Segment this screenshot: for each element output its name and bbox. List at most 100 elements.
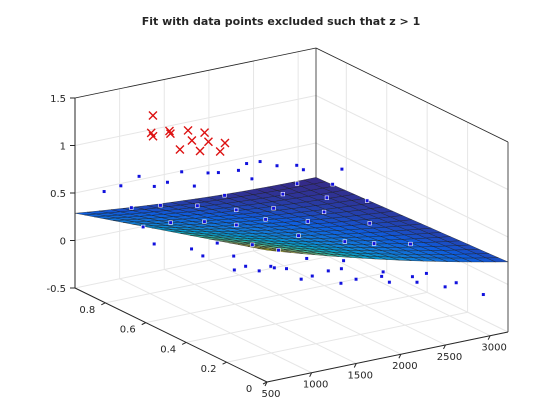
grid-line-z-side <box>315 142 509 238</box>
surface-patch <box>486 257 509 263</box>
data-point-included <box>141 224 146 230</box>
excluded-marker-stroke <box>195 146 205 156</box>
data-point-included <box>305 219 310 224</box>
data-point-excluded <box>146 128 156 138</box>
data-point-included <box>232 267 237 273</box>
data-point-excluded <box>187 135 197 145</box>
data-point-included <box>299 277 304 282</box>
data-point-included <box>454 280 459 285</box>
data-point-included <box>272 265 277 270</box>
x-tick-label: 3000 <box>481 343 506 354</box>
data-point-included <box>321 209 327 215</box>
data-point-included <box>102 189 107 194</box>
data-point-included <box>443 284 448 289</box>
y-tick-mark <box>101 302 106 306</box>
data-point-excluded <box>175 145 185 155</box>
data-point-included <box>257 268 262 273</box>
data-point-included <box>304 256 309 261</box>
data-point-included <box>284 266 289 271</box>
data-point-included <box>216 170 221 175</box>
data-points <box>102 110 486 297</box>
data-point-included <box>205 170 211 176</box>
chart-title: Fit with data points excluded such that … <box>142 15 421 28</box>
data-point-excluded <box>203 137 213 147</box>
y-tick-label: 0.8 <box>79 305 95 316</box>
y-tick-label: 0.2 <box>201 364 217 375</box>
data-point-included <box>424 271 429 276</box>
data-point-included <box>410 274 415 279</box>
data-point-excluded <box>165 129 175 139</box>
grid-line-z-side <box>315 95 509 190</box>
data-point-included <box>268 264 273 269</box>
data-point-included <box>367 221 372 226</box>
x-tick-label: 2000 <box>392 361 417 372</box>
data-point-included <box>342 239 347 244</box>
z-tick-label: -0.5 <box>46 284 66 295</box>
y-tick-mark <box>141 322 146 326</box>
x-tick-mark <box>309 372 313 377</box>
x-tick-mark <box>353 363 357 368</box>
data-point-included <box>249 176 255 181</box>
data-point-included <box>231 253 236 259</box>
y-tick-mark <box>181 341 187 345</box>
grid-line-y-floor <box>105 252 347 304</box>
data-point-included <box>353 277 359 282</box>
data-point-included <box>263 217 268 222</box>
data-point-included <box>215 240 220 246</box>
data-point-included <box>339 266 344 271</box>
excluded-marker-stroke <box>148 110 158 120</box>
data-point-included <box>234 222 239 228</box>
x-tick-label: 1500 <box>348 370 373 381</box>
data-point-excluded <box>220 138 230 148</box>
excluded-marker-stroke <box>203 137 213 147</box>
data-point-included <box>381 269 386 274</box>
data-point-included <box>152 184 157 189</box>
grid-line-z-back <box>74 142 317 194</box>
y-tick-mark <box>222 361 227 365</box>
data-point-excluded <box>164 126 174 136</box>
excluded-marker-stroke <box>165 129 175 139</box>
data-point-included <box>310 273 315 279</box>
data-point-included <box>168 220 173 225</box>
excluded-marker-stroke <box>175 145 185 155</box>
z-tick-label: 0 <box>60 237 66 248</box>
grid-line-x-floor <box>164 269 357 364</box>
data-point-included <box>294 163 299 168</box>
grid-line-y-floor <box>226 311 468 363</box>
grid-line-x-floor <box>208 259 402 355</box>
data-point-included <box>165 180 170 185</box>
data-point-excluded <box>200 128 210 138</box>
tick-labels: 500 1000 1500 2000 2500 3000 0 0.2 0.4 0.6 0.8 -0.5… <box>46 94 506 400</box>
data-point-included <box>338 281 344 286</box>
x-tick-mark <box>487 335 491 340</box>
x-tick-mark <box>443 344 446 350</box>
excluded-marker-stroke <box>187 135 197 145</box>
fitted-surface <box>74 177 509 263</box>
x-axis-line <box>266 331 509 383</box>
data-point-included <box>244 161 249 166</box>
y-tick-label: 0 <box>246 384 252 395</box>
grid-line-z-back <box>74 95 317 146</box>
grid-line-x-floor <box>253 250 446 346</box>
box-edge <box>74 47 317 99</box>
grid-line-x-floor <box>119 278 312 374</box>
data-point-included <box>222 193 227 198</box>
data-point-included <box>136 174 142 179</box>
data-point-included <box>408 241 413 247</box>
data-point-included <box>364 198 370 203</box>
data-point-included <box>339 167 345 172</box>
data-point-included <box>202 219 207 224</box>
data-point-included <box>195 203 200 208</box>
data-point-included <box>158 203 163 208</box>
excluded-marker-stroke <box>220 138 230 148</box>
grid-line-y-floor <box>145 272 387 324</box>
data-point-included <box>129 205 134 210</box>
grid-line-x-floor <box>297 241 491 337</box>
data-point-included <box>258 159 263 164</box>
data-point-included <box>234 207 239 212</box>
axes <box>70 47 509 387</box>
data-point-excluded <box>195 146 205 156</box>
y-axis-line <box>74 287 268 383</box>
z-tick-label: 1 <box>60 142 66 153</box>
data-point-included <box>274 163 280 168</box>
